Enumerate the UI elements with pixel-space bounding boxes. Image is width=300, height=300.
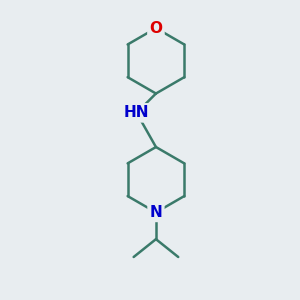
Text: N: N (150, 205, 162, 220)
Text: HN: HN (124, 105, 149, 120)
Text: O: O (149, 21, 162, 36)
